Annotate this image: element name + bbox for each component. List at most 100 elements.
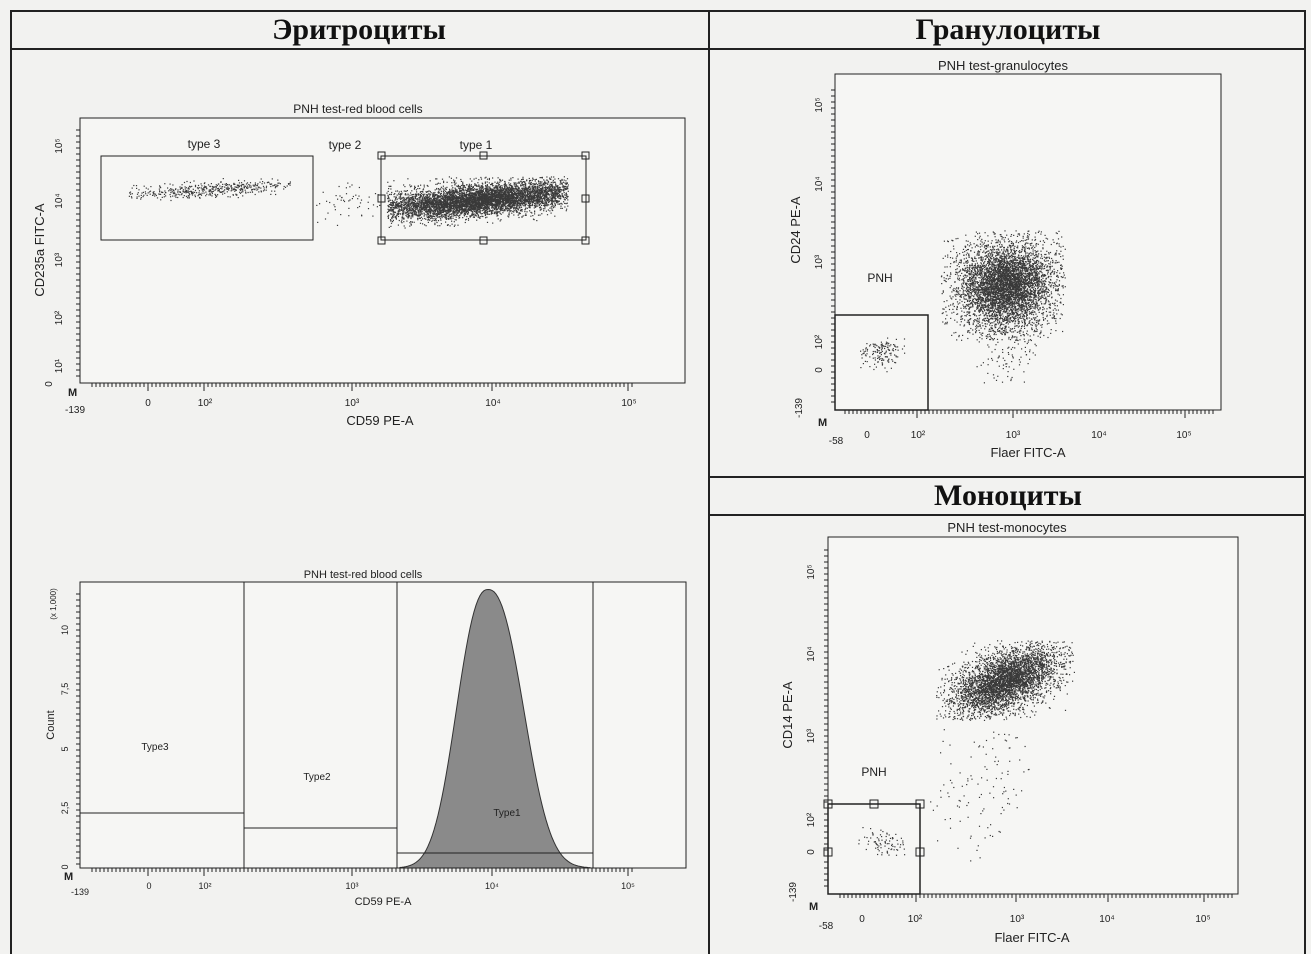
- rbc-type1-dot: [502, 207, 504, 209]
- rbc-type1-dot: [518, 191, 521, 193]
- rbc-type1-dot: [499, 204, 501, 206]
- rbc-type1-dot: [412, 216, 414, 218]
- rbc-type1-dot: [566, 186, 568, 188]
- rbc-type1-dot: [390, 225, 392, 227]
- rbc-type1-dot: [420, 199, 422, 201]
- rbc-type1-dot: [524, 199, 527, 201]
- rbc-type1-dot: [499, 179, 501, 181]
- rbc-type1-dot: [437, 216, 439, 218]
- rbc-type1-dot: [514, 182, 517, 184]
- rbc-type1-dot: [439, 210, 441, 212]
- rbc-type1-dot: [526, 211, 528, 213]
- rbc-type1-dot: [542, 197, 544, 199]
- rbc-type1-dot: [444, 209, 446, 211]
- rbc-type1-dot: [485, 217, 487, 219]
- rbc-type1-dot: [426, 201, 428, 204]
- rbc-type1-dot: [561, 183, 563, 185]
- rbc-type1-dot: [535, 188, 537, 190]
- rbc-type1-dot: [501, 186, 503, 188]
- rbc-type1-dot: [557, 178, 560, 180]
- rbc-type1-dot: [427, 219, 429, 221]
- rbc-type1-dot: [451, 223, 453, 225]
- rbc-type1-dot: [547, 182, 549, 184]
- rbc-type1-dot: [430, 192, 432, 194]
- rbc-type1-dot: [387, 181, 389, 183]
- rbc-type1-dot: [498, 211, 500, 213]
- rbc-gate-label-type1: type 1: [460, 138, 493, 152]
- rbc-type1-dot: [552, 207, 554, 209]
- rbc-type1-dot: [553, 205, 555, 207]
- rbc-type1-dot: [537, 214, 540, 216]
- rbc-type1-dot: [407, 200, 409, 202]
- rbc-type1-dot: [519, 194, 521, 196]
- rbc-type1-dot: [481, 213, 483, 215]
- rbc-type1-dot: [469, 178, 471, 180]
- rbc-gate-handles[interactable]: [377, 151, 590, 245]
- rbc-type1-dot: [414, 185, 416, 187]
- rbc-type1-dot: [563, 201, 565, 203]
- rbc-type1-dot: [419, 211, 421, 213]
- rbc-type1-dot: [497, 218, 499, 220]
- rbc-type1-dot: [396, 200, 398, 202]
- rbc-type1-dot: [425, 208, 427, 210]
- rbc-type1-dot: [538, 202, 540, 204]
- rbc-type1-dot: [551, 205, 553, 207]
- rbc-type1-dot: [434, 213, 436, 215]
- rbc-type1-dot: [391, 217, 393, 219]
- rbc-type1-dot: [456, 214, 458, 216]
- rbc-type1-dot: [458, 203, 460, 205]
- rbc-type1-dot: [443, 193, 445, 195]
- rbc-type1-dot: [478, 185, 480, 187]
- rbc-type1-dot: [550, 212, 552, 214]
- rbc-type1-dot: [475, 214, 477, 216]
- rbc-type1-dot: [563, 187, 565, 189]
- rbc-type1-dot: [417, 205, 420, 208]
- rbc-type1-dot: [517, 214, 519, 216]
- rbc-type1-dot: [394, 199, 396, 201]
- rbc-type1-dot: [477, 214, 479, 216]
- rbc-type1-dot: [534, 211, 536, 213]
- rbc-type1-dot: [547, 191, 550, 193]
- rbc-type1-dot: [536, 184, 538, 186]
- rbc-type1-dot: [424, 208, 426, 210]
- rbc-type1-dot: [435, 178, 437, 180]
- rbc-type1-dot: [550, 193, 552, 195]
- rbc-type1-dot: [393, 193, 395, 196]
- rbc-type1-dot: [543, 196, 545, 199]
- rbc-type1-dot: [502, 209, 504, 212]
- rbc-type1-dot: [419, 194, 421, 196]
- rbc-type1-dot: [480, 199, 482, 201]
- rbc-type1-dot: [504, 206, 506, 208]
- rbc-type1-dot: [486, 210, 488, 212]
- rbc-type1-dot: [563, 192, 565, 194]
- rbc-type1-dot: [418, 193, 420, 195]
- rbc-type1-dot: [515, 190, 517, 192]
- rbc-type1-dot: [513, 214, 515, 216]
- rbc-type1-dot: [537, 180, 540, 182]
- rbc-type1-dot: [530, 194, 532, 196]
- rbc-type1-dot: [485, 207, 487, 210]
- rbc-type1-dot: [388, 214, 390, 216]
- rbc-type1-dot: [387, 205, 389, 207]
- rbc-type1-dot: [559, 191, 561, 193]
- rbc-type1-dot: [529, 194, 531, 196]
- rbc-type1-dot: [436, 194, 438, 196]
- rbc-type1-dot: [426, 216, 428, 219]
- rbc-type1-dot: [519, 189, 521, 191]
- rbc-type1-dot: [388, 185, 390, 187]
- rbc-type1-dot: [398, 193, 400, 195]
- rbc-type1-dot: [466, 206, 469, 208]
- rbc-type1-dot: [528, 202, 530, 204]
- rbc-type1-dot: [408, 212, 410, 214]
- rbc-type1-dot: [426, 197, 428, 200]
- rbc-type1-dot: [513, 211, 515, 213]
- rbc-type1-dot: [497, 211, 499, 213]
- rbc-type1-dot: [399, 193, 402, 195]
- rbc-type1-dot: [539, 198, 541, 200]
- rbc-type1-dot: [453, 221, 455, 223]
- rbc-type1-dot: [494, 208, 496, 211]
- rbc-type1-dot: [437, 220, 440, 222]
- rbc-type1-dot: [494, 212, 496, 214]
- rbc-type1-dot: [389, 207, 392, 209]
